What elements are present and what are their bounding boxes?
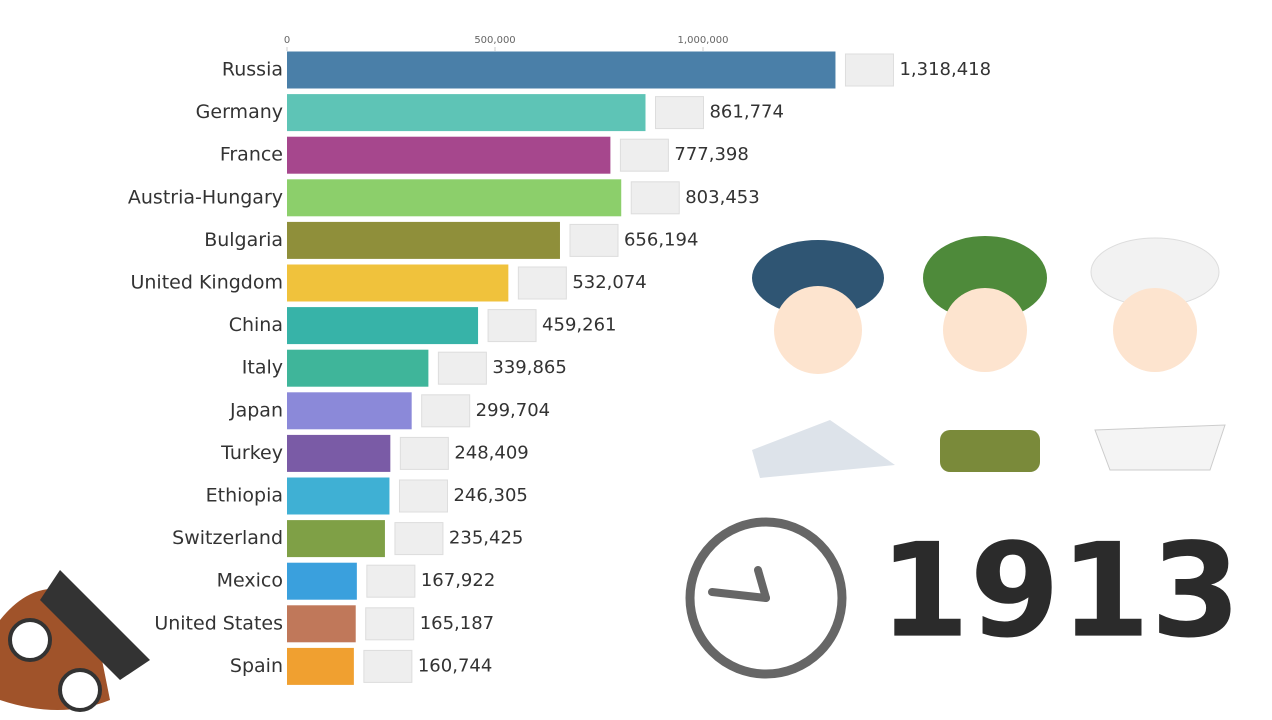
bar	[287, 392, 412, 430]
x-tick-label: 0	[284, 35, 290, 46]
category-label: Germany	[196, 101, 283, 123]
sailor-face	[1113, 288, 1197, 372]
category-label: United States	[154, 612, 283, 634]
category-label: United Kingdom	[130, 272, 283, 294]
bar	[287, 307, 479, 345]
value-label: 777,398	[674, 144, 748, 165]
category-label: France	[220, 144, 283, 166]
category-label: China	[229, 314, 283, 336]
value-label: 165,187	[420, 613, 494, 634]
owl-hat	[40, 570, 150, 680]
flag-placeholder	[398, 479, 448, 513]
flag-placeholder	[630, 181, 680, 215]
bar	[287, 605, 356, 643]
value-label: 861,774	[709, 102, 783, 123]
bar	[287, 434, 391, 472]
value-label: 656,194	[624, 229, 698, 250]
value-label: 167,922	[421, 570, 495, 591]
flag-placeholder	[365, 607, 415, 641]
value-label: 160,744	[418, 655, 492, 676]
category-label: Turkey	[220, 442, 283, 464]
bar	[287, 349, 429, 387]
value-label: 459,261	[542, 315, 616, 336]
category-label: Russia	[222, 59, 283, 81]
value-label: 532,074	[572, 272, 646, 293]
bar	[287, 179, 622, 217]
flag-placeholder	[366, 564, 416, 598]
category-label: Mexico	[217, 570, 283, 592]
value-label: 246,305	[453, 485, 527, 506]
clock-hand	[754, 566, 770, 602]
clock-face	[685, 517, 847, 679]
value-label: 248,409	[454, 442, 528, 463]
bar	[287, 562, 357, 600]
flag-placeholder	[437, 351, 487, 385]
year-label: 1913	[879, 515, 1241, 667]
owl-eye	[58, 668, 102, 712]
flag-placeholder	[363, 649, 413, 683]
tank-icon	[940, 430, 1040, 472]
flag-placeholder	[517, 266, 567, 300]
value-label: 299,704	[476, 400, 550, 421]
bar	[287, 51, 836, 89]
pilot-face	[774, 286, 862, 374]
flag-placeholder	[394, 522, 444, 556]
pilot-cap	[752, 240, 884, 316]
category-label: Japan	[229, 399, 283, 421]
value-label: 339,865	[492, 357, 566, 378]
flag-placeholder	[654, 96, 704, 130]
flag-placeholder	[844, 53, 894, 87]
flag-placeholder	[569, 223, 619, 257]
bar	[287, 136, 611, 174]
category-label: Austria-Hungary	[128, 186, 283, 208]
clock-hand	[708, 588, 770, 602]
category-label: Bulgaria	[204, 229, 283, 251]
soldier-face	[943, 288, 1027, 372]
bar	[287, 264, 509, 302]
flag-placeholder	[421, 394, 471, 428]
category-label: Ethiopia	[206, 485, 283, 507]
category-label: Switzerland	[172, 527, 283, 549]
jet-icon	[752, 420, 895, 478]
x-tick-label: 500,000	[474, 35, 515, 46]
x-tick-label: 1,000,000	[678, 35, 729, 46]
clock-icon	[685, 517, 847, 679]
owl-logo	[0, 570, 150, 712]
flag-placeholder	[487, 309, 537, 343]
ship-icon	[1094, 424, 1226, 471]
value-label: 235,425	[449, 528, 523, 549]
bar	[287, 520, 385, 558]
soldier-helmet	[923, 236, 1047, 320]
soldier-illustrations	[752, 236, 1226, 478]
bar	[287, 94, 646, 132]
bar	[287, 221, 560, 259]
category-label: Spain	[230, 655, 283, 677]
value-label: 803,453	[685, 187, 759, 208]
flag-placeholder	[619, 138, 669, 172]
category-label: Italy	[242, 357, 283, 379]
flag-placeholder	[399, 436, 449, 470]
owl-eye	[8, 618, 52, 662]
bar	[287, 647, 354, 685]
value-label: 1,318,418	[899, 59, 991, 80]
bar	[287, 477, 390, 515]
